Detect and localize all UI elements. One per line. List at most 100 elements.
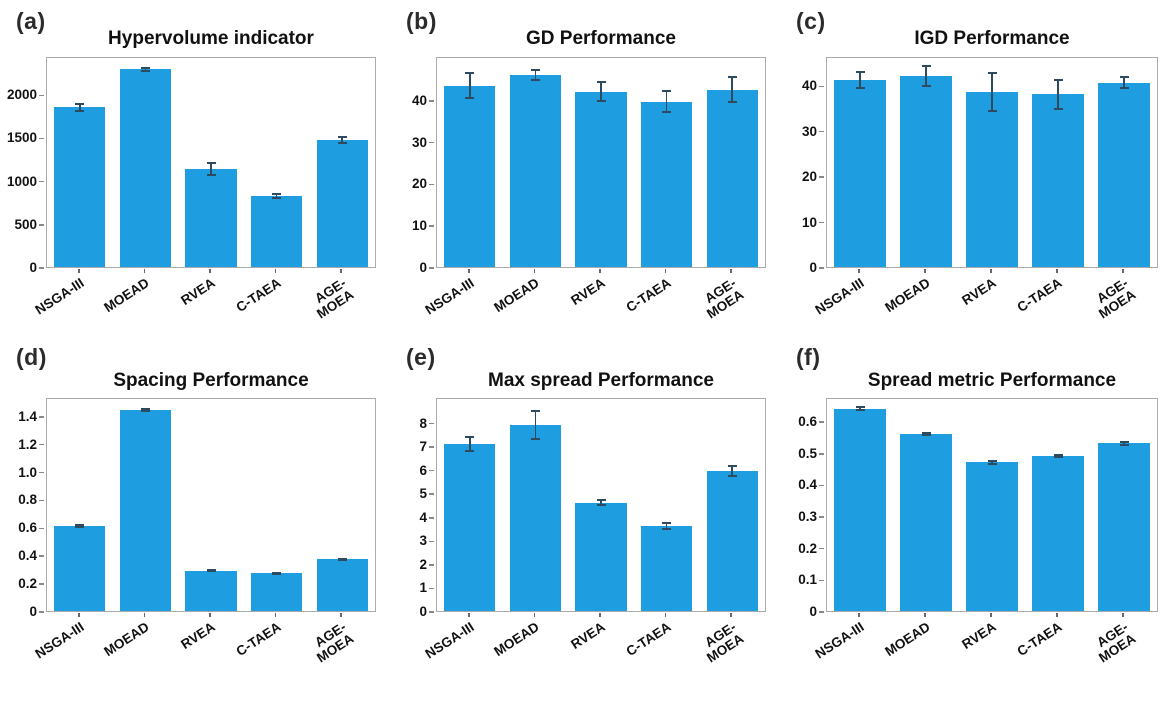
error-cap-top-RVEA: [206, 162, 216, 165]
x-tick-mark: [730, 269, 732, 273]
error-cap-top-C-TAEA: [272, 193, 282, 196]
y-tick-label: 30: [801, 123, 817, 139]
panel-label-c: (c): [796, 8, 826, 34]
panel-label-f: (f): [796, 344, 821, 370]
x-tick-label-MOEAD: MOEAD: [491, 619, 543, 660]
error-cap-bottom-MOEAD: [921, 434, 931, 437]
x-axis-labels-f: NSGA-III MOEAD RVEA C-TAEA AGE- MOEA: [813, 613, 1158, 672]
error-cap-bottom-AGE-MOEA: [727, 101, 737, 104]
error-bar-NSGA-III: [469, 73, 471, 99]
y-axis-e: 0 1 2 3 4 5 6 7 8: [390, 398, 434, 619]
x-tick-mark: [533, 269, 536, 273]
bar-RVEA: [185, 570, 237, 611]
error-bar-AGE-MOEA: [1123, 442, 1125, 445]
error-cap-bottom-MOEAD: [921, 85, 931, 88]
y-tick-label: 3: [419, 533, 427, 549]
y-tick-label: 0: [419, 260, 427, 275]
error-cap-bottom-RVEA: [206, 570, 216, 573]
bar-RVEA: [966, 91, 1018, 267]
y-tick-mark: [39, 94, 44, 97]
y-tick-label: 8: [419, 415, 427, 431]
y-tick-mark: [819, 221, 824, 224]
x-tick-mark: [858, 613, 860, 617]
y-tick-label: 30: [411, 134, 427, 150]
chart-title-b: GD Performance: [526, 28, 676, 49]
error-cap-bottom-C-TAEA: [1053, 456, 1063, 459]
error-cap-top-C-TAEA: [1053, 453, 1063, 456]
bar-C-TAEA: [1032, 455, 1084, 611]
y-tick-mark: [429, 517, 434, 519]
x-tick-mark: [990, 269, 992, 273]
y-tick-label: 1.2: [18, 436, 37, 452]
y-tick-mark: [429, 564, 434, 566]
error-cap-top-RVEA: [987, 460, 997, 463]
y-tick-mark: [429, 267, 434, 269]
error-cap-bottom-C-TAEA: [662, 111, 672, 114]
chart-title-f: Spread metric Performance: [867, 370, 1117, 391]
y-tick-label: 0.4: [18, 548, 37, 564]
y-tick-mark: [819, 130, 824, 133]
y-tick-label: 6: [419, 462, 427, 478]
y-tick-mark: [429, 225, 434, 227]
error-cap-top-MOEAD: [140, 66, 150, 69]
y-tick-label: 0: [29, 260, 37, 275]
error-bar-RVEA: [600, 82, 602, 102]
plot-area-c: [826, 57, 1158, 268]
error-cap-top-MOEAD: [921, 431, 931, 434]
bar-AGE-MOEA: [1098, 82, 1150, 267]
bar-AGE-MOEA: [706, 89, 758, 267]
error-cap-bottom-NSGA-III: [465, 97, 475, 100]
y-axis-c: 0 10 20 30 40: [780, 57, 824, 275]
error-cap-bottom-NSGA-III: [855, 87, 865, 89]
y-tick-label: 2000: [6, 87, 37, 103]
y-tick-mark: [429, 469, 434, 472]
error-bar-MOEAD: [534, 410, 537, 440]
bar-AGE-MOEA: [706, 470, 758, 611]
error-cap-bottom-AGE-MOEA: [1119, 443, 1129, 446]
y-tick-mark: [429, 100, 434, 102]
error-bar-C-TAEA: [1057, 454, 1059, 458]
error-cap-top-C-TAEA: [662, 90, 672, 93]
y-tick-label: 0.6: [798, 414, 817, 430]
y-tick-label: 1.0: [18, 464, 37, 480]
panel-label-e: (e): [406, 344, 436, 370]
panel-label-a: (a): [16, 8, 46, 34]
error-cap-top-MOEAD: [921, 65, 931, 68]
y-tick-mark: [819, 267, 824, 269]
bar-C-TAEA: [251, 573, 303, 611]
error-cap-bottom-NSGA-III: [855, 408, 865, 411]
y-tick-label: 500: [14, 216, 37, 232]
y-tick-label: 0.2: [798, 540, 817, 556]
bar-RVEA: [575, 502, 627, 611]
plot-area-a: [46, 57, 376, 268]
x-tick-mark: [990, 613, 992, 617]
y-tick-mark: [429, 493, 434, 495]
y-tick-label: 10: [801, 214, 817, 230]
y-tick-mark: [429, 587, 434, 590]
x-tick-mark: [599, 613, 601, 617]
chart-title-e: Max spread Performance: [488, 370, 714, 391]
error-bar-AGE-MOEA: [341, 137, 343, 143]
y-tick-label: 1: [419, 580, 427, 596]
x-tick-label-MOEAD: MOEAD: [882, 619, 933, 660]
plot-area-f: [826, 398, 1158, 612]
x-tick-mark: [664, 269, 667, 273]
error-cap-bottom-MOEAD: [140, 69, 150, 72]
y-tick-mark: [819, 421, 824, 423]
error-cap-bottom-RVEA: [206, 174, 216, 177]
y-axis-a: 0 500 1000 1500 2000: [0, 57, 44, 275]
error-bar-MOEAD: [925, 66, 927, 87]
chart-panel-f: (f) Spread metric Performance 0 0.1 0.2 0.3…: [780, 330, 1172, 676]
error-bar-MOEAD: [925, 432, 927, 436]
y-tick-label: 0: [419, 604, 427, 619]
bar-MOEAD: [900, 76, 952, 267]
figure-multi-bar-charts: (a) Hypervolume indicator 0 500 1000 1500 20…: [0, 8, 1172, 676]
y-tick-mark: [429, 540, 434, 543]
error-cap-top-NSGA-III: [855, 406, 865, 409]
y-tick-mark: [819, 579, 824, 582]
error-cap-top-AGE-MOEA: [1119, 441, 1129, 444]
x-tick-mark: [78, 613, 80, 617]
y-tick-label: 0.3: [798, 509, 817, 525]
y-tick-mark: [39, 555, 44, 557]
